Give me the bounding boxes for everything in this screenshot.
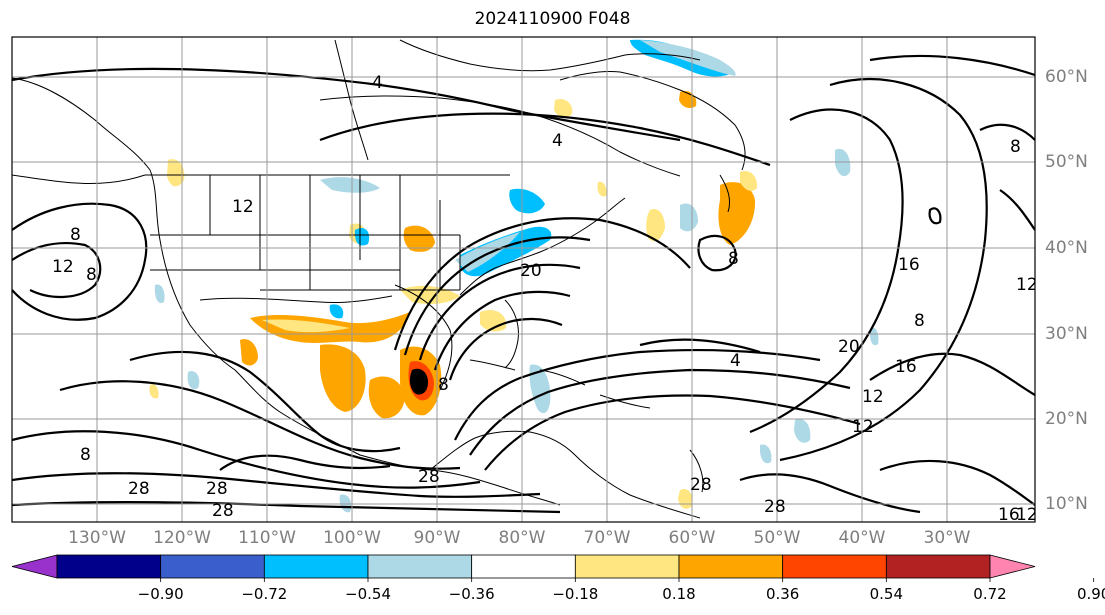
longitude-label: 130°W [68, 528, 126, 548]
longitude-label: 40°W [838, 528, 886, 548]
longitude-label: 60°W [668, 528, 716, 548]
colorbar-extend-low [11, 554, 58, 579]
longitude-label: 110°W [238, 528, 296, 548]
contour-label: 20 [520, 261, 542, 281]
longitude-label: 90°W [413, 528, 461, 548]
latitude-label: 20°N [1045, 409, 1088, 429]
contour-label: 28 [206, 479, 228, 499]
colorbar-tick-label: −0.54 [345, 585, 391, 603]
colorbar-tick-label: −0.72 [241, 585, 288, 603]
contour-label: 28 [128, 479, 150, 499]
longitude-label: 70°W [583, 528, 631, 548]
contour-label: 8 [438, 375, 449, 395]
contour-label: 28 [418, 467, 440, 487]
colorbar-extend-high [989, 554, 1036, 579]
contour-label-group: 4 4 4 8 8 8 8 8 8 8 12 12 12 12 12 16 16… [52, 73, 1038, 525]
contour-label: 4 [730, 351, 741, 371]
colorbar-tick-label: 0.72 [973, 585, 1007, 603]
negative-anomaly-areas [154, 39, 879, 513]
colorbar-segment [160, 554, 265, 579]
contour-label: 12 [862, 387, 884, 407]
colorbar-segment [574, 554, 680, 579]
colorbar-segment [782, 554, 887, 579]
longitude-label: 50°W [753, 528, 801, 548]
colorbar-tick-label: −0.90 [137, 585, 184, 603]
contour-label: 20 [838, 337, 860, 357]
contour-label: 8 [1010, 137, 1021, 157]
longitude-label: 100°W [323, 528, 381, 548]
latitude-label: 30°N [1045, 324, 1088, 344]
map-title: 2024110900 F048 [474, 9, 631, 29]
colorbar-tick-label: 0.54 [869, 585, 904, 603]
contour-label: 8 [728, 249, 739, 269]
longitude-label: 30°W [923, 528, 971, 548]
contour-label: 4 [552, 131, 563, 151]
longitude-label: 80°W [498, 528, 546, 548]
contour-label: 16 [898, 255, 920, 275]
contour-label: 16 [895, 357, 917, 377]
contour-label: 28 [212, 501, 234, 521]
contour-label: 8 [914, 311, 925, 331]
contour-label: 12 [232, 197, 254, 217]
colorbar-tick-label: −0.36 [448, 585, 495, 603]
colorbar-segment [678, 554, 784, 579]
contour-label: 12 [1016, 505, 1038, 525]
colorbar-segment [263, 554, 369, 579]
contour-label: 12 [852, 417, 874, 437]
positive-anomaly-areas [149, 90, 758, 509]
colorbar-tick-label: 0.36 [765, 585, 800, 603]
contour-label: 8 [70, 225, 81, 245]
latitude-label: 60°N [1045, 67, 1088, 87]
contour-label: 28 [764, 497, 786, 517]
latitude-label: 10°N [1045, 494, 1088, 514]
contour-label: 28 [690, 475, 712, 495]
contour-label: 8 [86, 265, 97, 285]
colorbar-tick-label: 0.90 [1076, 585, 1105, 603]
contour-label: 12 [52, 257, 74, 277]
map-frame [11, 36, 1036, 523]
contour-lines [12, 54, 1035, 514]
graticule [12, 37, 1035, 522]
contour-label: 8 [80, 445, 91, 465]
longitude-label: 120°W [153, 528, 211, 548]
colorbar-segment [471, 554, 576, 579]
contour-label: 4 [372, 73, 383, 93]
colorbar [11, 554, 1095, 582]
colorbar-segment [367, 554, 473, 579]
colorbar-tick-label: −0.18 [552, 585, 599, 603]
contour-label: 16 [998, 505, 1020, 525]
latitude-label: 40°N [1045, 238, 1088, 258]
colorbar-segment [885, 554, 991, 579]
colorbar-segment [56, 554, 162, 579]
latitude-label: 50°N [1045, 152, 1088, 172]
contour-label: 12 [1016, 275, 1038, 295]
colorbar-tick-label: 0.18 [662, 585, 696, 603]
